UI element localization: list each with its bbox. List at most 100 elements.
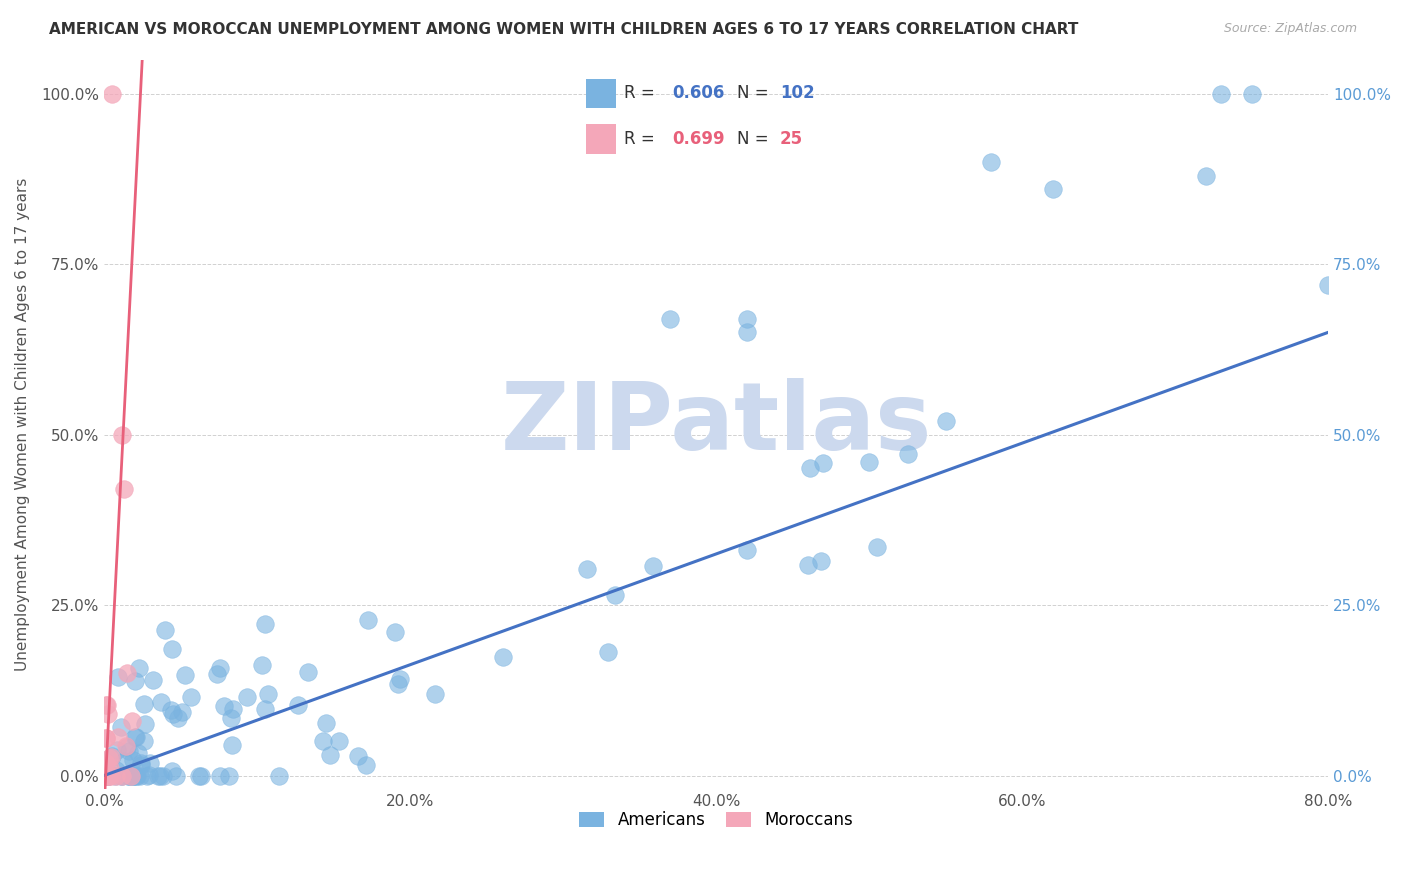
Point xyxy=(1209,87,1232,101)
Y-axis label: Unemployment Among Women with Children Ages 6 to 17 years: Unemployment Among Women with Children A… xyxy=(15,178,30,671)
Point xyxy=(152,768,174,782)
Point xyxy=(105,763,128,777)
Point xyxy=(96,768,118,782)
Point xyxy=(125,768,148,782)
Point xyxy=(138,767,160,781)
Point xyxy=(107,730,129,744)
Point xyxy=(1240,87,1263,101)
Point xyxy=(118,768,141,782)
Point xyxy=(98,768,121,782)
Point xyxy=(735,326,758,340)
Point xyxy=(121,768,143,782)
Point xyxy=(297,665,319,679)
Point xyxy=(118,744,141,758)
Point xyxy=(253,702,276,716)
Point xyxy=(935,414,957,428)
Point xyxy=(142,673,165,687)
Point xyxy=(104,768,127,782)
Point xyxy=(643,559,665,574)
Point xyxy=(165,768,187,782)
Point xyxy=(605,588,627,602)
Point xyxy=(120,768,142,782)
Point xyxy=(132,734,155,748)
Point xyxy=(94,768,117,782)
Point xyxy=(735,543,758,558)
Point xyxy=(127,747,149,761)
Point xyxy=(118,768,141,782)
Point xyxy=(125,768,148,782)
Point xyxy=(208,768,231,782)
Point xyxy=(347,748,370,763)
Point xyxy=(159,703,181,717)
Point xyxy=(125,730,148,744)
Point xyxy=(212,699,235,714)
Point xyxy=(858,455,880,469)
Point xyxy=(138,756,160,771)
Point xyxy=(121,768,143,782)
Point xyxy=(96,698,118,712)
Point xyxy=(122,753,145,767)
Point xyxy=(97,706,120,721)
Point xyxy=(104,768,127,782)
Point xyxy=(110,768,132,782)
Point xyxy=(134,716,156,731)
Point xyxy=(897,447,920,461)
Point xyxy=(221,738,243,752)
Point xyxy=(813,456,835,470)
Point xyxy=(100,87,122,101)
Point xyxy=(117,740,139,755)
Point xyxy=(153,624,176,638)
Point xyxy=(97,768,120,782)
Point xyxy=(94,768,117,782)
Point xyxy=(162,642,184,657)
Point xyxy=(94,756,117,771)
Point xyxy=(207,666,229,681)
Point xyxy=(253,616,276,631)
Point xyxy=(659,311,682,326)
Point xyxy=(315,716,337,731)
Point xyxy=(111,427,134,442)
Point xyxy=(167,711,190,725)
Point xyxy=(129,768,152,782)
Point xyxy=(122,768,145,782)
Point xyxy=(146,768,169,782)
Point xyxy=(188,768,211,782)
Point xyxy=(112,754,135,768)
Point xyxy=(219,711,242,725)
Point xyxy=(257,687,280,701)
Point xyxy=(174,668,197,682)
Point xyxy=(797,558,820,572)
Point xyxy=(115,666,138,681)
Point xyxy=(124,731,146,745)
Point xyxy=(135,768,157,782)
Point xyxy=(128,661,150,675)
Point xyxy=(117,768,139,782)
Point xyxy=(100,750,122,764)
Point xyxy=(100,749,122,764)
Point xyxy=(112,482,135,496)
Point xyxy=(97,768,120,782)
Point xyxy=(319,747,342,762)
Point xyxy=(1042,182,1064,196)
Point xyxy=(97,768,120,782)
Point xyxy=(180,690,202,704)
Point xyxy=(94,731,117,745)
Point xyxy=(389,672,412,686)
Point xyxy=(384,625,406,640)
Point xyxy=(810,553,832,567)
Point xyxy=(100,768,122,782)
Point xyxy=(94,756,117,771)
Point xyxy=(799,461,821,475)
Point xyxy=(218,768,240,782)
Point xyxy=(423,687,446,701)
Point xyxy=(328,734,350,748)
Point xyxy=(98,751,121,765)
Point xyxy=(107,670,129,684)
Point xyxy=(149,768,172,782)
Point xyxy=(287,698,309,712)
Point xyxy=(150,695,173,709)
Point xyxy=(111,768,134,782)
Point xyxy=(208,661,231,675)
Text: ZIPatlas: ZIPatlas xyxy=(501,378,932,470)
Point xyxy=(94,731,117,745)
